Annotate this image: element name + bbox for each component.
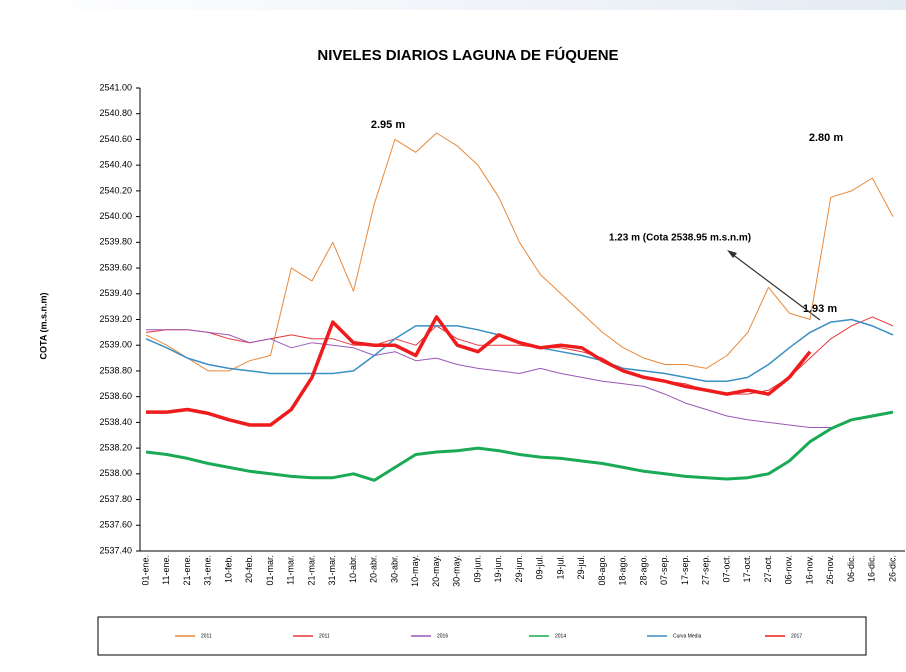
y-tick-label: 2538.20 [99, 442, 132, 452]
x-tick-label: 31-mar. [327, 555, 337, 586]
x-tick-label: 29-jun. [514, 555, 524, 583]
y-tick-label: 2539.60 [99, 262, 132, 272]
annotation-arrow [731, 253, 821, 321]
series-line [145, 132, 894, 372]
x-tick-label: 20-abr. [369, 555, 379, 583]
x-tick-label: 06-dic. [846, 555, 856, 582]
x-tick-label: 11-ene. [161, 555, 171, 585]
x-tick-label: 10-abr. [348, 555, 358, 583]
y-tick-label: 2539.80 [99, 237, 132, 247]
x-tick-label: 10-feb. [223, 555, 233, 583]
x-tick-label: 30-may. [452, 555, 462, 587]
y-tick-label: 2539.00 [99, 340, 132, 350]
x-tick-label: 26-nov. [825, 555, 835, 584]
y-tick-label: 2537.40 [99, 545, 132, 555]
y-tick-label: 2539.20 [99, 314, 132, 324]
series-line [146, 315, 812, 427]
y-tick-label: 2538.80 [99, 365, 132, 375]
legend-label: 2011 [201, 633, 212, 639]
x-tick-label: 07-sep. [659, 555, 669, 585]
y-tick-label: 2540.20 [99, 185, 132, 195]
chart-title: NIVELES DIARIOS LAGUNA DE FÚQUENE [317, 46, 618, 64]
x-tick-label: 08-ago. [597, 555, 607, 586]
y-tick-label: 2537.80 [99, 494, 132, 504]
y-tick-label: 2537.60 [99, 520, 132, 530]
top-bar [0, 0, 906, 10]
x-tick-label: 21-ene. [182, 555, 192, 586]
x-tick-label: 01-mar. [265, 555, 275, 586]
y-tick-label: 2540.80 [99, 108, 132, 118]
x-tick-label: 09-jun. [472, 555, 482, 583]
x-tick-label: 19-jun. [493, 555, 503, 583]
x-tick-label: 29-jul. [576, 555, 586, 580]
x-tick-label: 17-sep. [680, 555, 690, 585]
y-tick-label: 2538.00 [99, 468, 132, 478]
x-tick-label: 26-dic. [887, 555, 897, 582]
annotation: 2.80 m [809, 132, 843, 144]
y-axis-label: COTA (m.s.n.m) [38, 292, 48, 359]
y-tick-label: 2541.00 [99, 82, 132, 92]
x-tick-label: 06-nov. [784, 555, 794, 584]
x-tick-label: 27-sep. [701, 555, 711, 585]
y-tick-label: 2540.40 [99, 160, 132, 170]
x-tick-label: 19-jul. [555, 555, 565, 580]
legend-label: 2011 [319, 633, 330, 639]
x-tick-label: 30-abr. [389, 555, 399, 583]
annotation: 2.95 m [371, 119, 405, 131]
y-tick-label: 2538.40 [99, 417, 132, 427]
annotation: 1.93 m [803, 303, 837, 315]
x-tick-label: 17-oct. [742, 555, 752, 583]
x-tick-label: 20-may. [431, 555, 441, 587]
x-tick-label: 16-nov. [804, 555, 814, 584]
y-tick-label: 2538.60 [99, 391, 132, 401]
annotation: 1.23 m (Cota 2538.95 m.s.n.m) [609, 233, 751, 244]
x-tick-label: 27-oct. [763, 555, 773, 583]
arrow-head [727, 250, 737, 258]
legend-label: 2014 [555, 633, 566, 639]
x-tick-label: 11-mar. [286, 555, 296, 585]
y-tick-label: 2540.00 [99, 211, 132, 221]
legend-box [97, 616, 867, 656]
x-tick-label: 18-ago. [618, 555, 628, 586]
x-tick-label: 28-ago. [638, 555, 648, 586]
y-tick-label: 2540.60 [99, 134, 132, 144]
x-tick-label: 20-feb. [244, 555, 254, 583]
legend-label: 2017 [791, 633, 802, 639]
x-tick-label: 07-oct. [721, 555, 731, 583]
series-line [145, 318, 894, 382]
x-tick-label: 09-jul. [535, 555, 545, 580]
series-line [146, 329, 831, 428]
x-tick-label: 01-ene. [140, 555, 150, 586]
legend-label: 2016 [437, 633, 448, 639]
x-tick-label: 10-may. [410, 555, 420, 587]
x-tick-label: 16-dic. [867, 555, 877, 582]
legend-label: Curva Media [673, 633, 702, 639]
x-tick-label: 21-mar. [306, 555, 316, 586]
y-tick-label: 2539.40 [99, 288, 132, 298]
series-line [145, 410, 894, 482]
x-tick-label: 31-ene. [203, 555, 213, 586]
